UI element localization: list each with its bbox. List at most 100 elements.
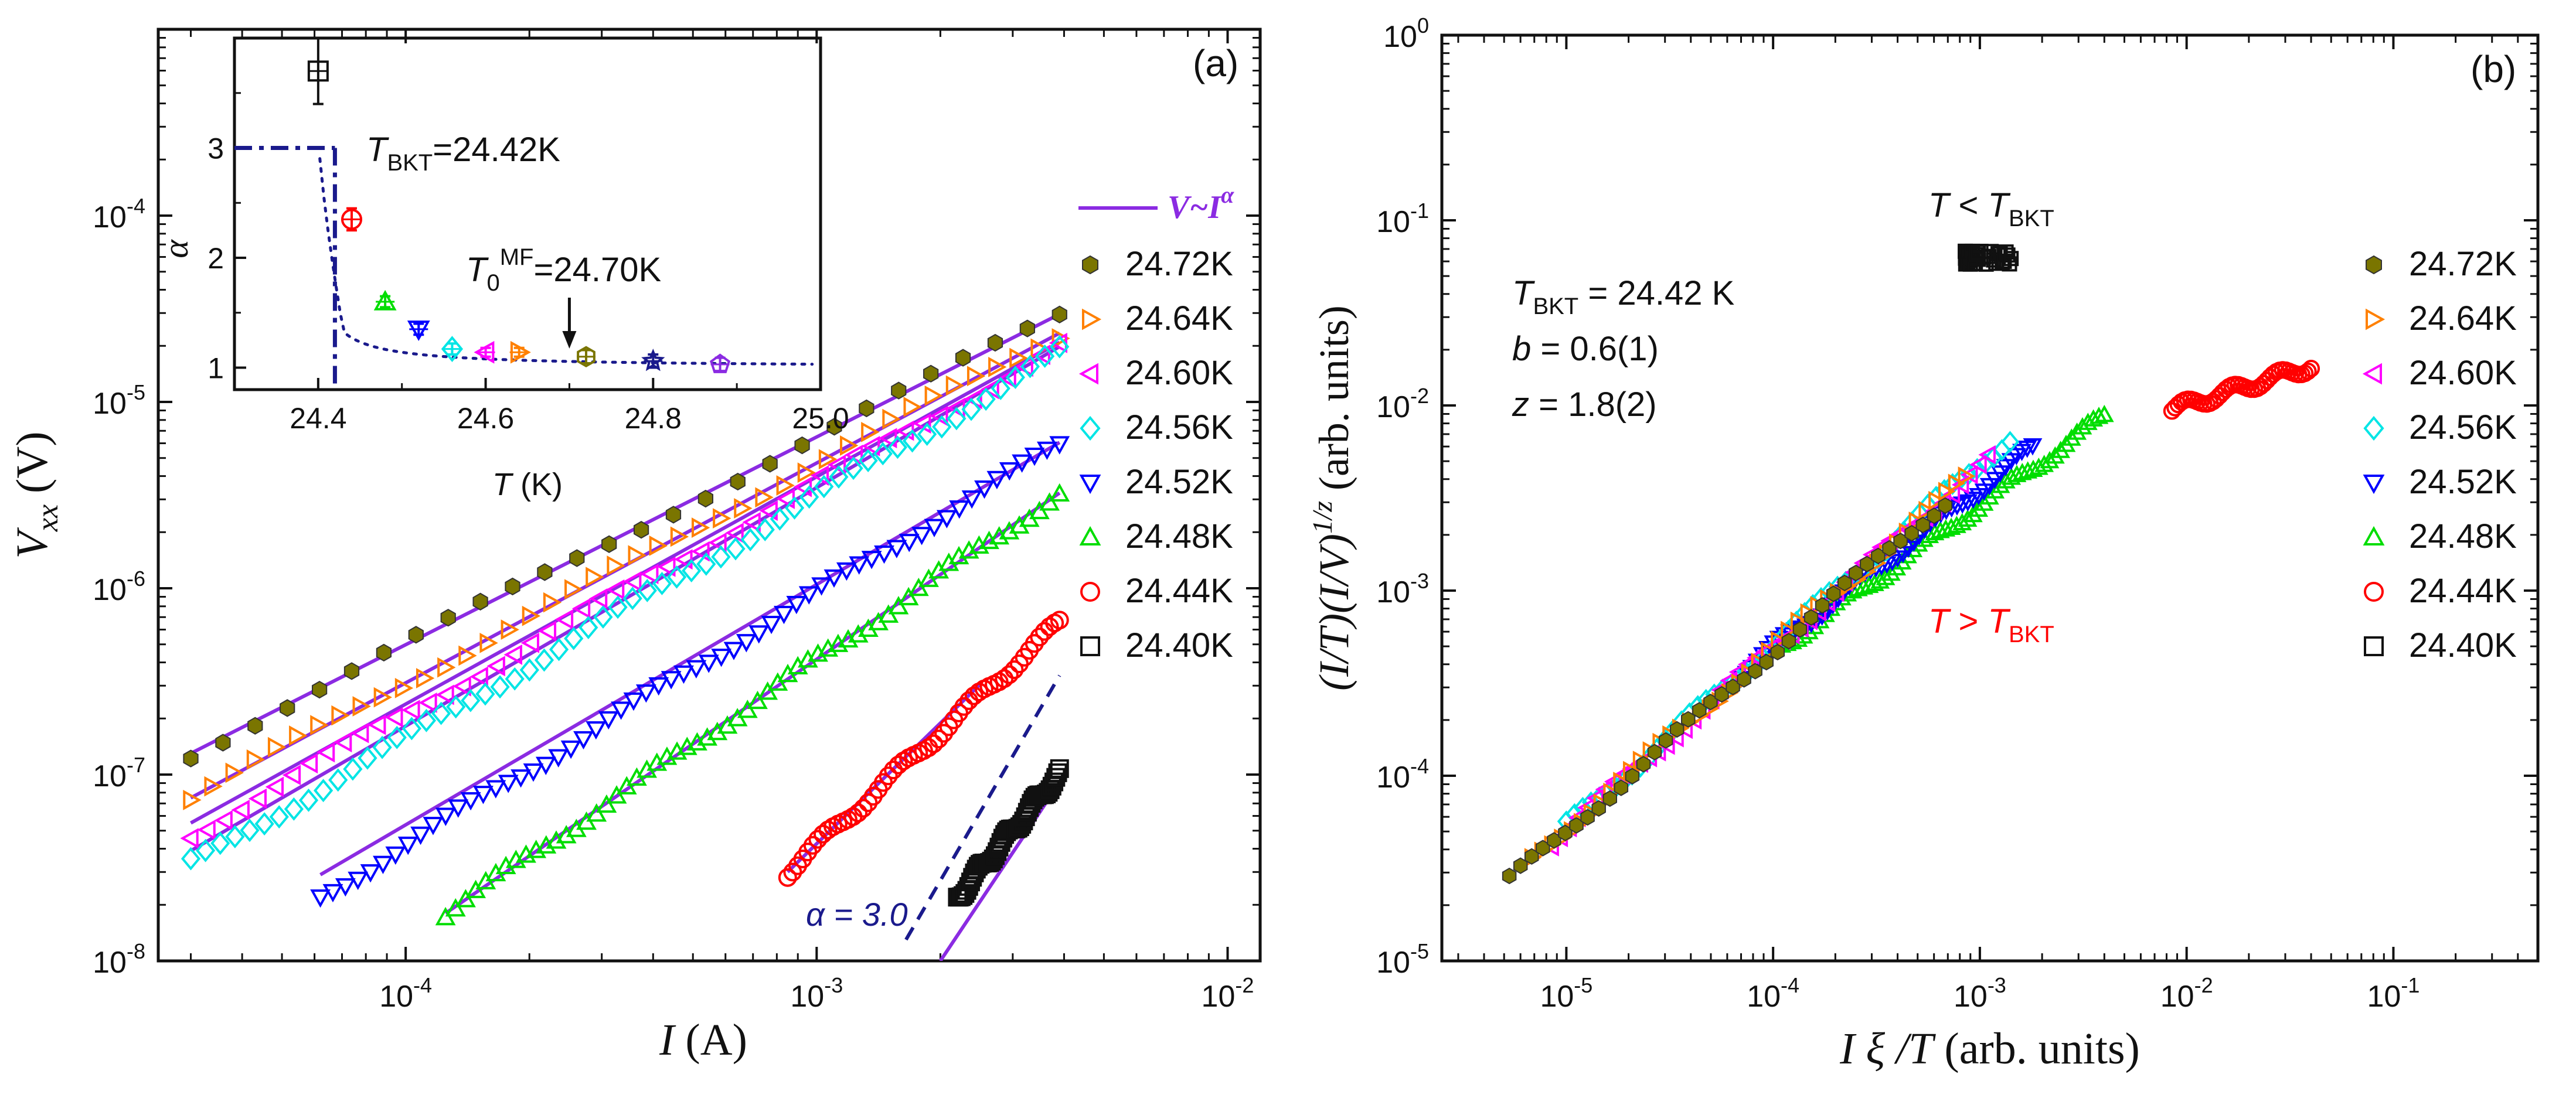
data-point	[543, 592, 562, 613]
inset-point	[577, 346, 595, 368]
data-point	[435, 906, 456, 926]
data-point	[861, 435, 880, 456]
annot-tb: T	[1988, 186, 2011, 224]
data-point	[343, 757, 363, 781]
annotation-below-tbkt: T < TBKT	[1928, 186, 2054, 231]
param-symbol: z	[1512, 386, 1529, 424]
data-point	[666, 565, 687, 589]
data-point	[225, 825, 245, 848]
legend-label: 24.40K	[2409, 626, 2517, 664]
legend-label: 24.52K	[2409, 463, 2517, 501]
data-point	[373, 687, 393, 708]
data-point	[267, 736, 287, 758]
data-point	[761, 615, 782, 635]
data-point	[713, 508, 731, 529]
data-point	[586, 803, 607, 822]
tick-exponent: -4	[413, 973, 432, 997]
data-point	[2067, 422, 2087, 440]
data-point	[548, 749, 569, 768]
data-point	[280, 699, 295, 717]
legend-label: 24.72K	[2409, 245, 2517, 283]
data-point	[974, 480, 995, 499]
data-point	[520, 632, 539, 653]
data-point	[976, 387, 996, 411]
x-tick-label: 10-2	[2160, 973, 2213, 1014]
data-point	[1837, 574, 1852, 592]
tick-exponent: -8	[127, 939, 145, 963]
data-point	[623, 692, 644, 711]
inset-point	[373, 289, 397, 311]
data-point	[829, 465, 849, 489]
data-point	[1614, 779, 1629, 796]
x-axis-symbol: I ξ /T	[1839, 1024, 1936, 1073]
data-point	[1803, 609, 1819, 626]
data-point	[1009, 347, 1028, 369]
data-point	[181, 847, 201, 871]
y-axis-symbol: (I/T)(I/V)	[1311, 534, 1357, 691]
annot-t: T	[1928, 602, 1951, 640]
data-point	[1815, 597, 1830, 614]
data-point	[608, 595, 628, 619]
data-point	[394, 677, 414, 698]
y-axis-unit: (arb. units)	[1311, 305, 1357, 501]
data-point	[372, 735, 392, 759]
tick-base: 10	[1747, 980, 1781, 1014]
data-point	[776, 475, 795, 496]
y-tick-label: 10-4	[93, 194, 145, 234]
data-point	[999, 665, 1019, 684]
param-value: = 24.42 K	[1578, 274, 1734, 312]
inset-x-tick-label: 24.4	[290, 402, 346, 435]
data-point	[1019, 319, 1035, 337]
data-point	[423, 817, 444, 836]
data-point	[384, 707, 403, 728]
legend-fit-text: V~I	[1168, 189, 1222, 226]
x-axis-unit: (A)	[674, 1015, 747, 1065]
data-point	[652, 572, 672, 595]
tick-exponent: -5	[127, 380, 145, 404]
data-point	[1005, 660, 1024, 680]
inset-point	[341, 209, 362, 230]
tick-base: 10	[93, 946, 127, 980]
data-point	[214, 810, 233, 831]
fit-line	[319, 441, 1061, 877]
data-point	[1970, 244, 1986, 260]
data-point	[843, 456, 863, 480]
data-point	[622, 586, 642, 611]
data-point	[730, 472, 746, 491]
data-point	[711, 545, 731, 569]
data-point	[858, 449, 878, 473]
legend-marker	[2363, 475, 2385, 495]
data-point	[1658, 732, 1673, 749]
tick-exponent: -5	[1574, 973, 1592, 997]
data-point	[1049, 483, 1070, 502]
t0-symbol: T	[466, 251, 489, 289]
data-point	[298, 788, 319, 812]
data-point	[797, 462, 816, 483]
data-point	[335, 878, 356, 897]
x-axis-unit: (arb. units)	[1933, 1024, 2139, 1073]
data-point	[725, 523, 744, 543]
legend-fit-label: V~Iα	[1168, 182, 1234, 226]
alpha-3-label: α = 3.0	[806, 896, 908, 933]
data-point	[448, 799, 469, 818]
data-point	[999, 521, 1020, 540]
inset-point	[474, 340, 495, 364]
tbkt-symbol: T	[366, 131, 389, 169]
data-point	[657, 556, 676, 577]
t0-value: =24.70K	[533, 251, 661, 289]
data-point	[410, 826, 431, 845]
tick-exponent: -2	[1235, 973, 1254, 997]
data-point	[759, 500, 778, 521]
legend-label: 24.40K	[1125, 626, 1233, 664]
data-point	[1771, 630, 1788, 650]
x-tick-label: 10-4	[1747, 973, 1799, 1014]
legend-marker	[1078, 363, 1098, 385]
data-point	[673, 665, 694, 684]
legend-marker	[1080, 636, 1100, 656]
data-point	[736, 634, 757, 653]
tick-exponent: -1	[1410, 199, 1429, 223]
data-point	[635, 684, 656, 703]
data-point	[811, 577, 832, 596]
legend-label: 24.44K	[2409, 572, 2517, 610]
